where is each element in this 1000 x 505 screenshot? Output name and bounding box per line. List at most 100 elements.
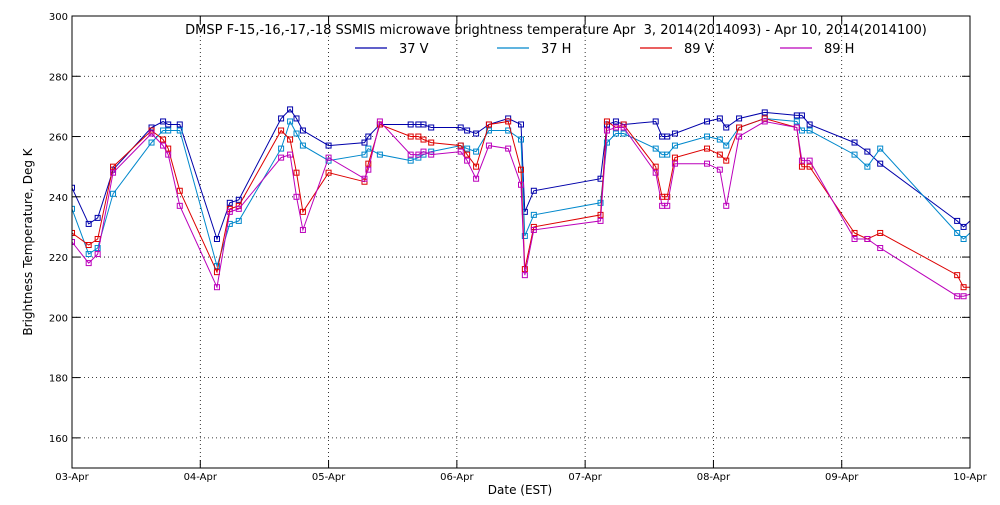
data-point <box>464 127 471 134</box>
data-point <box>877 245 884 252</box>
data-point <box>521 272 528 279</box>
x-tick-label: 09-Apr <box>825 472 859 483</box>
data-point <box>176 121 183 128</box>
data-point <box>864 148 871 155</box>
data-point <box>864 163 871 170</box>
series-line <box>72 117 970 288</box>
y-tick-label: 280 <box>49 72 68 83</box>
data-point <box>798 157 805 164</box>
data-point <box>415 154 422 161</box>
data-point <box>518 166 524 173</box>
data-point <box>793 124 800 131</box>
data-point <box>704 160 711 167</box>
data-point <box>226 205 233 212</box>
data-point <box>620 121 627 128</box>
data-point <box>851 235 858 242</box>
data-point <box>287 136 294 143</box>
data-point <box>603 118 610 125</box>
data-point <box>94 251 101 258</box>
data-point <box>226 208 233 215</box>
data-point <box>960 284 967 291</box>
data-point <box>176 127 183 134</box>
data-point <box>160 136 167 143</box>
data-point <box>464 151 471 158</box>
data-point <box>723 202 730 209</box>
data-point <box>415 151 422 158</box>
data-point <box>94 245 101 252</box>
data-point <box>671 154 678 161</box>
data-point <box>806 127 813 134</box>
data-point <box>530 211 537 218</box>
data-point <box>235 196 242 203</box>
legend-label: 89 H <box>824 42 854 57</box>
data-point <box>704 118 711 125</box>
data-point <box>505 115 512 122</box>
data-point <box>376 118 383 125</box>
data-point <box>94 214 101 221</box>
data-point <box>485 127 492 134</box>
data-point <box>72 239 75 245</box>
data-point <box>704 145 711 152</box>
data-point <box>954 272 961 279</box>
data-point <box>664 151 671 158</box>
data-point <box>299 226 306 233</box>
data-point <box>723 157 730 164</box>
data-point <box>165 121 172 128</box>
data-point <box>165 145 172 152</box>
data-point <box>652 118 659 125</box>
x-tick-label: 06-Apr <box>440 472 474 483</box>
data-point <box>851 229 858 236</box>
data-point <box>299 127 306 134</box>
legend: 37 V 37 H 89 V 89 H <box>355 42 854 57</box>
data-point <box>376 151 383 158</box>
data-point <box>361 151 368 158</box>
data-point <box>798 163 805 170</box>
data-point <box>148 139 155 146</box>
data-point <box>960 293 967 300</box>
data-point <box>960 223 967 230</box>
data-point <box>671 160 678 167</box>
data-point <box>761 109 768 116</box>
data-point <box>671 130 678 137</box>
y-tick-label: 160 <box>49 434 68 445</box>
chart-title: DMSP F-15,-16,-17,-18 SSMIS microwave br… <box>185 23 927 38</box>
data-point <box>736 124 743 131</box>
data-point <box>299 208 306 215</box>
data-point <box>664 193 671 200</box>
x-tick-label: 07-Apr <box>568 472 602 483</box>
data-point <box>287 151 294 158</box>
data-point <box>851 139 858 146</box>
data-point <box>716 166 723 173</box>
tick-layer: 160 180 200 220 240 260 280 300 03-Apr 04-Apr 05-A… <box>49 12 988 483</box>
data-point <box>620 124 627 131</box>
data-point <box>851 151 858 158</box>
data-point <box>428 124 435 131</box>
y-tick-label: 180 <box>49 374 68 385</box>
data-point <box>407 151 414 158</box>
data-point <box>278 154 285 161</box>
data-point <box>287 106 294 113</box>
data-point <box>473 175 480 182</box>
data-point <box>473 163 480 170</box>
plot-frame <box>71 15 971 469</box>
series-layer <box>72 106 970 300</box>
data-point <box>325 169 332 176</box>
data-point <box>464 157 471 164</box>
x-tick-label: 10-Apr <box>953 472 987 483</box>
data-point <box>736 133 743 140</box>
data-point <box>806 163 813 170</box>
data-point <box>877 160 884 167</box>
data-point <box>954 293 961 300</box>
data-point <box>877 229 884 236</box>
data-point <box>365 133 372 140</box>
data-point <box>365 160 372 167</box>
series-89-h <box>72 118 970 300</box>
data-point <box>485 142 492 149</box>
x-tick-label: 03-Apr <box>55 472 89 483</box>
grid-layer <box>72 16 970 468</box>
data-point <box>761 115 768 122</box>
data-point <box>420 136 427 143</box>
data-point <box>612 124 619 131</box>
data-point <box>85 260 92 267</box>
